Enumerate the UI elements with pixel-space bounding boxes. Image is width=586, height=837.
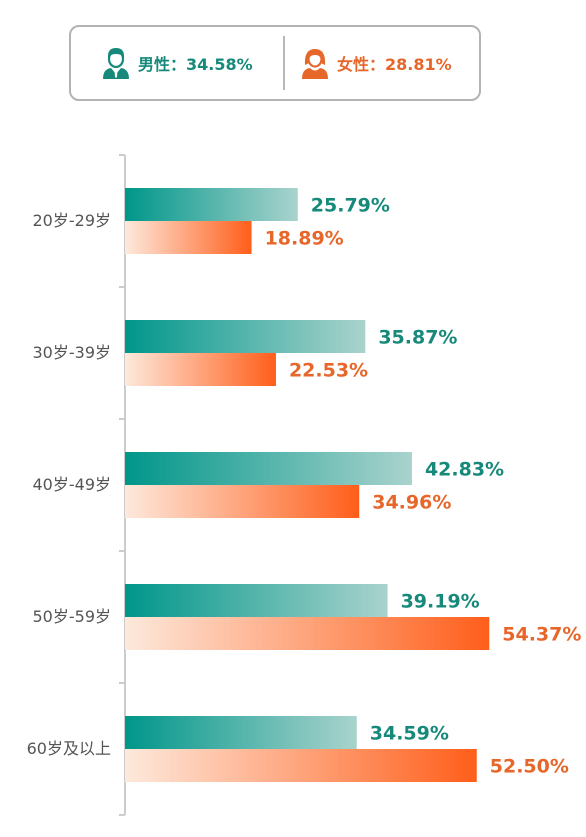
value-label-male: 42.83% xyxy=(425,459,504,481)
value-label-female: 18.89% xyxy=(265,228,344,250)
value-label-male: 39.19% xyxy=(401,591,480,613)
bar-male xyxy=(125,320,366,353)
female-user-icon xyxy=(302,49,328,79)
value-label-female: 54.37% xyxy=(502,624,581,646)
value-label-female: 34.96% xyxy=(372,492,451,514)
legend-divider xyxy=(283,36,285,90)
bar-female xyxy=(125,617,490,650)
value-label-female: 52.50% xyxy=(490,756,569,778)
legend-male-label: 男性：34.58% xyxy=(138,55,253,74)
legend-male: 男性：34.58% xyxy=(101,27,253,99)
value-label-male: 35.87% xyxy=(378,327,457,349)
male-user-icon xyxy=(103,48,129,79)
bar-male xyxy=(125,716,357,749)
category-label: 50岁-59岁 xyxy=(33,607,112,626)
bar-male xyxy=(125,452,412,485)
bar-male xyxy=(125,584,388,617)
legend-female: 女性：28.81% xyxy=(300,27,452,99)
legend-female-label: 女性：28.81% xyxy=(337,55,452,74)
bar-female xyxy=(125,749,477,782)
value-label-male: 25.79% xyxy=(311,195,390,217)
category-label: 30岁-39岁 xyxy=(33,343,112,362)
value-label-female: 22.53% xyxy=(289,360,368,382)
category-label: 40岁-49岁 xyxy=(33,475,112,494)
bar-female xyxy=(125,485,360,518)
value-label-male: 34.59% xyxy=(370,723,449,745)
bar-female xyxy=(125,353,276,386)
bar-male xyxy=(125,188,298,221)
legend-box: 男性：34.58% 女性：28.81% xyxy=(69,25,481,101)
category-label: 60岁及以上 xyxy=(27,739,111,758)
bar-female xyxy=(125,221,252,254)
category-label: 20岁-29岁 xyxy=(33,211,112,230)
